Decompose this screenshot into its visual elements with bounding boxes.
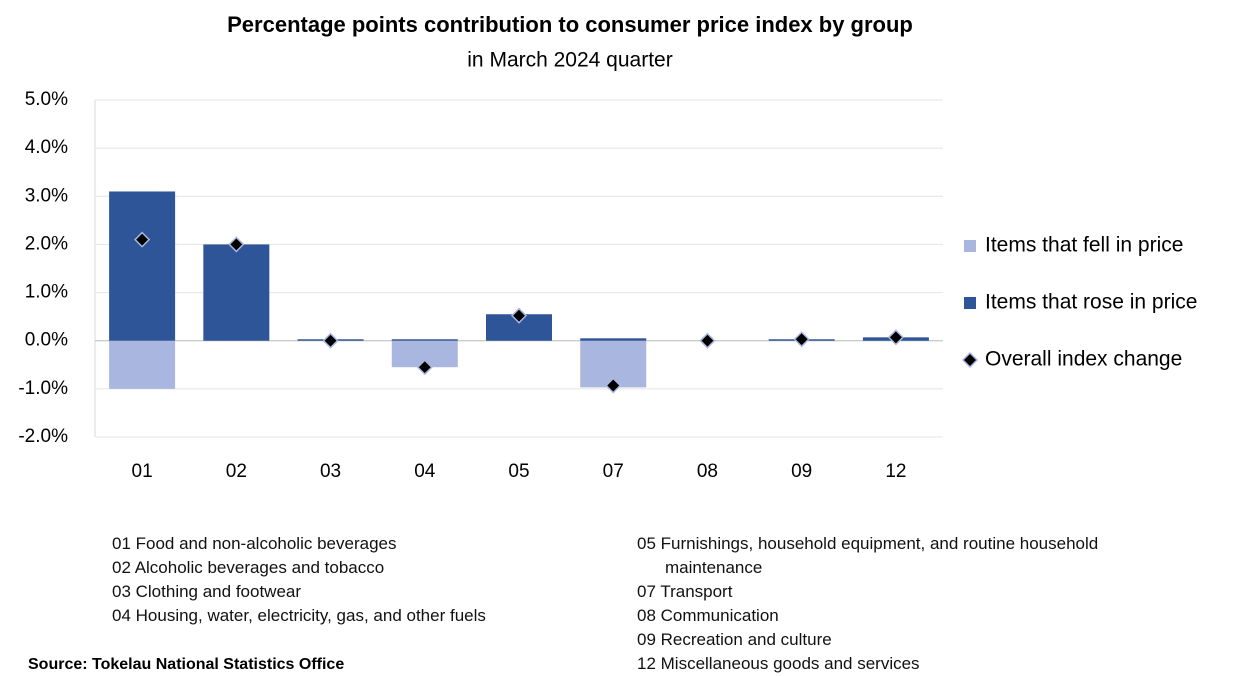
chart: Percentage points contribution to consum… bbox=[18, 12, 1197, 482]
legend-swatch bbox=[964, 297, 976, 309]
y-tick-label: 3.0% bbox=[25, 185, 68, 206]
marker bbox=[134, 231, 151, 248]
note: 05 Furnishings, household equipment, and… bbox=[637, 534, 1099, 577]
note: 07 Transport bbox=[637, 582, 733, 601]
x-tick-label: 07 bbox=[603, 461, 624, 482]
marker bbox=[228, 236, 245, 253]
note: 12 Miscellaneous goods and services bbox=[637, 654, 920, 673]
x-tick-label: 01 bbox=[132, 461, 153, 482]
notes-right: 05 Furnishings, household equipment, and… bbox=[637, 532, 1117, 676]
y-tick-label: 1.0% bbox=[25, 282, 68, 303]
marker bbox=[887, 329, 904, 346]
chart-title: Percentage points contribution to consum… bbox=[227, 12, 913, 37]
bar bbox=[109, 340, 176, 389]
chart-subtitle: in March 2024 quarter bbox=[467, 49, 672, 72]
legend-label: Overall index change bbox=[985, 348, 1182, 371]
source: Source: Tokelau National Statistics Offi… bbox=[28, 656, 345, 673]
note: 09 Recreation and culture bbox=[637, 630, 832, 649]
x-tick-label: 09 bbox=[791, 461, 812, 482]
bar bbox=[580, 338, 647, 341]
marker bbox=[605, 377, 622, 394]
x-tick-label: 08 bbox=[697, 461, 718, 482]
bar bbox=[203, 244, 270, 341]
legend-swatch bbox=[964, 240, 976, 252]
legend-label: Items that rose in price bbox=[985, 291, 1197, 314]
y-tick-label: 5.0% bbox=[25, 89, 68, 110]
marker bbox=[793, 331, 810, 348]
y-tick-label: 4.0% bbox=[25, 137, 68, 158]
x-tick-label: 05 bbox=[508, 461, 529, 482]
note: 02 Alcoholic beverages and tobacco bbox=[112, 558, 385, 577]
legend-marker bbox=[961, 351, 979, 369]
marker bbox=[699, 332, 716, 349]
x-tick-label: 12 bbox=[885, 461, 906, 482]
marker bbox=[416, 359, 433, 376]
notes-left: 01 Food and non-alcoholic beverages 02 Al… bbox=[112, 532, 612, 628]
marker bbox=[510, 307, 528, 324]
note: 04 Housing, water, electricity, gas, and… bbox=[112, 606, 486, 625]
bar bbox=[109, 191, 176, 341]
note: 01 Food and non-alcoholic beverages bbox=[112, 534, 397, 553]
y-tick-label: -2.0% bbox=[18, 426, 68, 447]
x-tick-label: 03 bbox=[320, 461, 341, 482]
y-tick-label: -1.0% bbox=[18, 378, 68, 399]
x-tick-label: 02 bbox=[226, 461, 247, 482]
y-tick-label: 2.0% bbox=[25, 233, 68, 254]
note: 03 Clothing and footwear bbox=[112, 582, 302, 601]
bar bbox=[391, 339, 458, 341]
marker bbox=[322, 332, 339, 349]
legend-label: Items that fell in price bbox=[985, 234, 1183, 257]
note: 08 Communication bbox=[637, 606, 779, 625]
x-tick-label: 04 bbox=[414, 461, 436, 482]
y-tick-label: 0.0% bbox=[25, 330, 68, 351]
